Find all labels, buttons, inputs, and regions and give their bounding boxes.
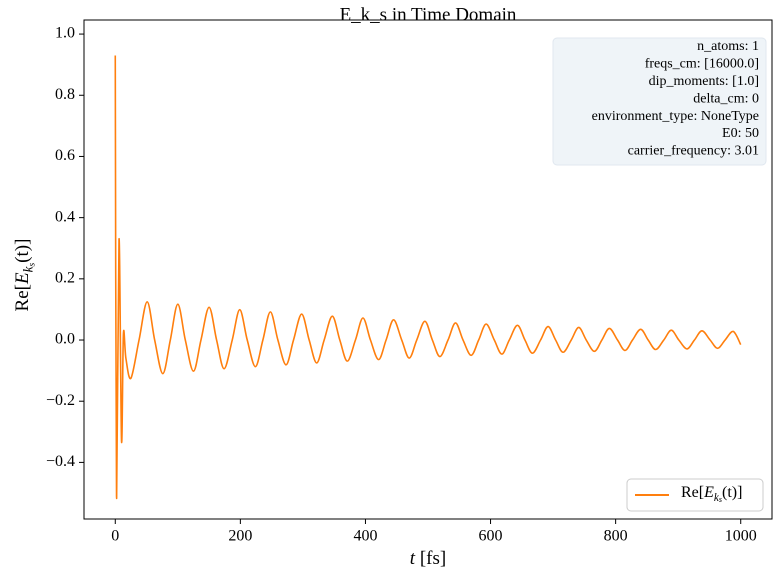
label-part: Re[: [12, 284, 33, 311]
label-part: E: [703, 484, 714, 501]
y-tick-label: −0.2: [46, 392, 75, 409]
x-tick-label: 400: [353, 528, 377, 545]
annotation-line: environment_type: NoneType: [592, 109, 759, 124]
label-subscript: k: [21, 265, 36, 272]
annotation-line: dip_moments: [1.0]: [649, 74, 759, 89]
y-tick-label: 0.6: [55, 147, 75, 164]
legend-box: [626, 478, 764, 512]
annotation-line: delta_cm: 0: [693, 91, 759, 106]
line-series: [114, 55, 742, 500]
y-tick-label: 0.0: [55, 331, 75, 348]
label-part: (t)]: [722, 484, 742, 501]
label-part: [fs]: [415, 548, 446, 569]
legend-label: Re[Eks(t)]: [681, 484, 742, 504]
label-subscript: s: [719, 495, 722, 504]
y-tick-label: 0.2: [55, 270, 75, 287]
x-tick-label: 200: [228, 528, 252, 545]
x-tick-label: 600: [479, 528, 503, 545]
label-subscript: k: [714, 491, 720, 503]
annotation-line: n_atoms: 1: [697, 39, 759, 54]
annotation-line: freqs_cm: [16000.0]: [645, 57, 759, 72]
y-tick-label: 1.0: [55, 25, 75, 42]
x-tick-label: 0: [111, 528, 119, 545]
label-part: t: [410, 548, 416, 569]
annotation-line: E0: 50: [722, 126, 759, 141]
annotation-box: [552, 37, 767, 166]
x-axis-label: t [fs]: [410, 548, 446, 569]
chart-title: E_k_s in Time Domain: [340, 4, 517, 25]
label-part: (t)]: [12, 239, 33, 263]
y-tick-label: −0.4: [46, 453, 75, 470]
annotation-line: carrier_frequency: 3.01: [628, 144, 759, 159]
y-axis-label: Re[Eks(t)]: [12, 239, 37, 312]
label-part: Re[: [681, 484, 704, 501]
x-tick-label: 800: [604, 528, 628, 545]
label-subscript: s: [28, 263, 38, 267]
x-tick-label: 1000: [725, 528, 757, 545]
plot-frame: [83, 19, 773, 520]
y-tick-label: 0.4: [55, 208, 75, 225]
label-part: E: [12, 272, 33, 285]
y-tick-label: 0.8: [55, 86, 75, 103]
